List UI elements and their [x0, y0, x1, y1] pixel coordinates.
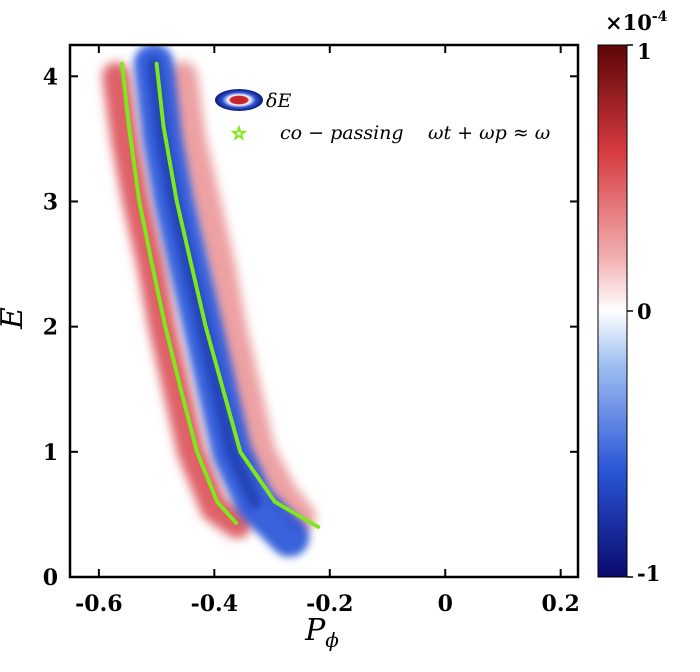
colorbar-gradient [597, 44, 628, 578]
x-tick-label: 0 [438, 591, 453, 617]
y-tick-label: 2 [43, 315, 58, 341]
negative-delta-e-core [146, 56, 262, 509]
colorbar-tick-label: 1 [637, 39, 652, 64]
legend-entry-resonance: ωt + ωp ≈ ω [428, 122, 550, 144]
resonance-line-left [120, 61, 240, 527]
legend-entry-co-passing: co − passing [280, 122, 404, 144]
y-axis-label: E [0, 307, 30, 330]
plot-area [102, 45, 321, 557]
plot-frame [68, 43, 580, 579]
legend-entry-delta-e: δE [266, 90, 291, 112]
x-tick-label: -0.4 [191, 591, 238, 617]
colorbar-multiplier: ×10-4 [605, 9, 668, 35]
y-tick-label: 1 [43, 440, 58, 466]
x-tick-label: -0.2 [306, 591, 353, 617]
x-axis-label: Pϕ [304, 613, 339, 652]
x-axis: -0.6 -0.4 -0.2 0 0.2 [75, 45, 580, 617]
blue-core [146, 56, 262, 509]
colorbar: 1 0 -1 ×10-4 [597, 9, 668, 586]
legend-star-marker: ☆ [231, 124, 246, 144]
y-axis: 0 1 2 3 4 [43, 64, 578, 591]
x-tick-label: 0.2 [542, 591, 580, 617]
legend: δE ☆ co − passing ωt + ωp ≈ ω [215, 89, 550, 145]
colorbar-tick-label: 0 [637, 299, 652, 324]
y-tick-label: 3 [43, 189, 58, 215]
colorbar-ticks: 1 0 -1 [627, 39, 660, 586]
red-band-right [167, 61, 316, 532]
x-tick-label: -0.6 [75, 591, 122, 617]
red-band-left [102, 62, 252, 539]
positive-delta-e-bands [102, 61, 316, 539]
co-passing-resonance-lines [120, 61, 321, 529]
colorbar-tick-label: -1 [637, 561, 660, 586]
y-tick-label: 4 [43, 64, 58, 90]
legend-contour-marker [215, 89, 263, 111]
x-axis-label-subscript: ϕ [325, 628, 339, 652]
resonance-line-right [154, 61, 321, 529]
y-tick-label: 0 [43, 565, 58, 591]
